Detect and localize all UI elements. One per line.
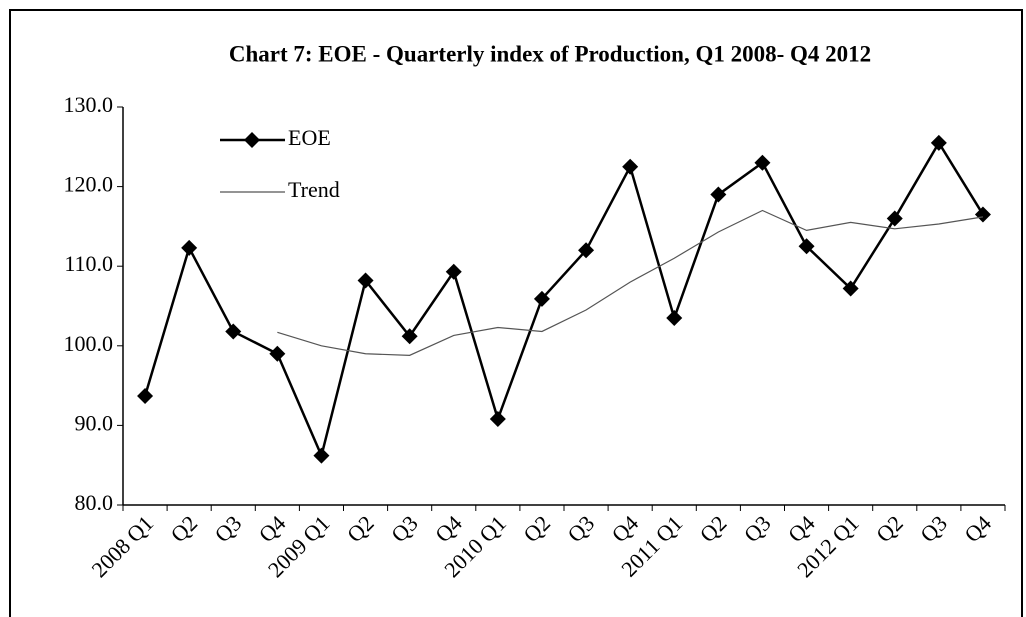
- y-tick-label: 130.0: [64, 92, 114, 117]
- series-line: [143, 140, 985, 460]
- series-line: [277, 209, 984, 356]
- marker: [666, 309, 683, 326]
- marker: [269, 345, 286, 362]
- y-tick-label: 120.0: [64, 172, 114, 197]
- y-tick-label: 100.0: [64, 331, 114, 356]
- x-tick-label: Q3: [562, 510, 599, 547]
- x-tick-label: Q3: [915, 510, 952, 547]
- marker: [533, 290, 550, 307]
- marker: [930, 134, 947, 151]
- marker: [842, 280, 859, 297]
- marker: [401, 328, 418, 345]
- x-tick-label: Q3: [386, 510, 423, 547]
- x-tick-label: Q2: [518, 510, 555, 547]
- marker: [445, 263, 462, 280]
- marker: [798, 238, 815, 255]
- y-tick-label: 90.0: [75, 410, 114, 435]
- marker: [181, 239, 198, 256]
- marker: [489, 411, 506, 428]
- frame: [9, 9, 1023, 617]
- marker: [225, 323, 242, 340]
- x-tick-label: Q2: [342, 510, 379, 547]
- x-tick-label: Q4: [959, 510, 996, 547]
- x-tick-label: 2008 Q1: [86, 510, 158, 582]
- marker: [357, 272, 374, 289]
- x-tick-label: Q3: [210, 510, 247, 547]
- chart-title: Chart 7: EOE - Quarterly index of Produc…: [229, 41, 871, 66]
- legend-label: EOE: [288, 125, 331, 150]
- marker: [578, 242, 595, 259]
- y-tick-label: 80.0: [75, 490, 114, 515]
- marker: [710, 186, 727, 203]
- marker: [313, 447, 330, 464]
- x-tick-label: Q2: [871, 510, 908, 547]
- marker: [886, 210, 903, 227]
- marker: [974, 206, 991, 223]
- x-tick-label: Q3: [739, 510, 776, 547]
- legend-marker: [244, 132, 260, 148]
- x-tick-label: Q2: [166, 510, 203, 547]
- legend-label: Trend: [288, 177, 340, 202]
- y-tick-label: 110.0: [64, 251, 113, 276]
- marker: [754, 154, 771, 171]
- marker: [137, 387, 154, 404]
- x-tick-label: Q2: [695, 510, 732, 547]
- marker: [622, 158, 639, 175]
